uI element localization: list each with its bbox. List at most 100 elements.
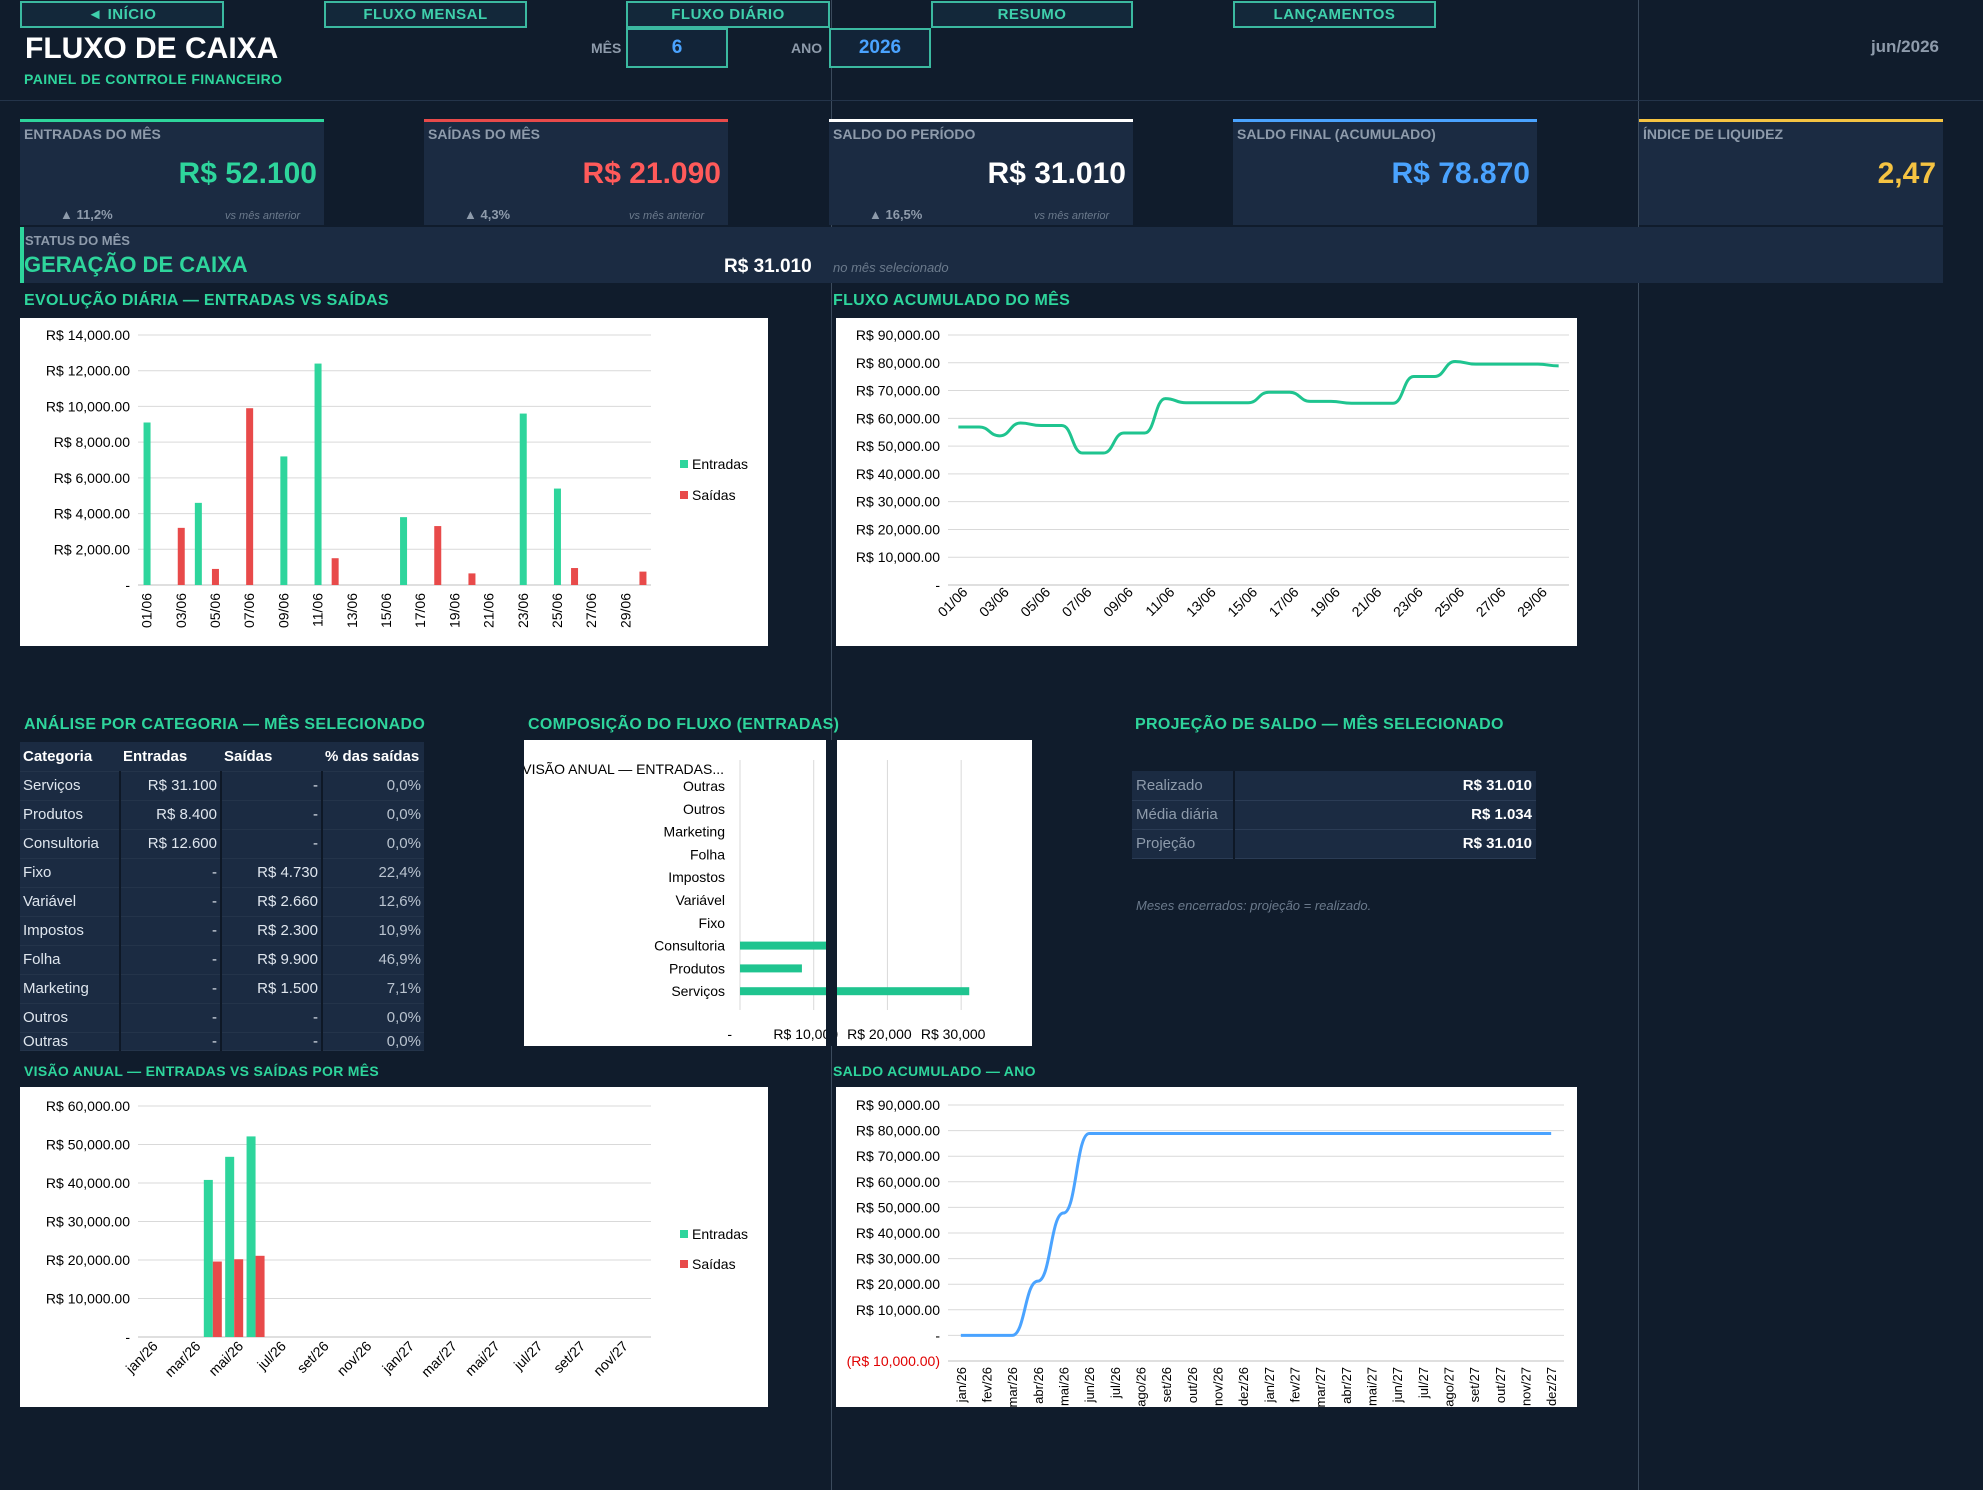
category-label: Folha xyxy=(690,846,725,862)
nav-inicio-button[interactable]: ◄ INÍCIO xyxy=(20,1,224,28)
month-input[interactable]: 6 xyxy=(626,28,728,68)
card-delta: ▲ 11,2% xyxy=(60,207,113,222)
x-tick-label: mar/26 xyxy=(161,1338,203,1380)
x-tick-label: nov/26 xyxy=(1211,1367,1226,1406)
y-tick-label: R$ 2,000.00 xyxy=(54,541,130,557)
x-tick-label: 25/06 xyxy=(549,593,565,628)
percent-cell: 0,0% xyxy=(321,1032,424,1051)
entradas-cell: - xyxy=(119,858,221,888)
y-tick-label: R$ 50,000.00 xyxy=(856,1199,940,1215)
card-label: ENTRADAS DO MÊS xyxy=(24,126,161,142)
column-header: Entradas xyxy=(120,742,221,772)
column-header: Saídas xyxy=(221,742,322,772)
y-tick-label: R$ 14,000.00 xyxy=(46,327,130,343)
kpi-card-saldo-final: SALDO FINAL (ACUMULADO) R$ 78.870 xyxy=(1233,119,1537,225)
x-tick-label: abr/27 xyxy=(1339,1367,1354,1404)
nav-lancamentos-button[interactable]: LANÇAMENTOS xyxy=(1233,1,1436,28)
kpi-card-entradas: ENTRADAS DO MÊS R$ 52.100 ▲ 11,2% vs mês… xyxy=(20,119,324,225)
x-tick-label: nov/26 xyxy=(334,1338,375,1379)
y-tick-label: R$ 60,000.00 xyxy=(46,1098,130,1114)
projection-value: R$ 31.010 xyxy=(1234,771,1536,801)
x-tick-label: 15/06 xyxy=(1224,584,1260,620)
saidas-cell: - xyxy=(220,800,322,830)
percent-cell: 7,1% xyxy=(321,974,424,1004)
y-tick-label: - xyxy=(935,1327,940,1343)
nav-fluxo-mensal-button[interactable]: FLUXO MENSAL xyxy=(324,1,527,28)
card-note: vs mês anterior xyxy=(1034,210,1110,222)
entradas-cell: - xyxy=(119,1032,221,1051)
entradas-cell: R$ 12.600 xyxy=(119,829,221,859)
table-row: Marketing - R$ 1.500 7,1% xyxy=(20,974,424,1004)
year-input[interactable]: 2026 xyxy=(829,28,931,68)
category-cell: Marketing xyxy=(20,974,120,1004)
x-tick-label: 27/06 xyxy=(1473,584,1509,620)
percent-cell: 46,9% xyxy=(321,945,424,975)
entradas-cell: R$ 8.400 xyxy=(119,800,221,830)
bar-saidas xyxy=(571,568,579,585)
saidas-cell: - xyxy=(220,1032,322,1051)
x-tick-label: set/26 xyxy=(1159,1367,1174,1402)
x-tick-label: R$ 10,000 xyxy=(773,1026,838,1042)
projection-value: R$ 31.010 xyxy=(1234,829,1536,859)
entradas-cell: R$ 31.100 xyxy=(119,771,221,801)
x-tick-label: ago/27 xyxy=(1442,1367,1457,1407)
bar-entradas xyxy=(194,502,202,585)
card-value: 2,47 xyxy=(1877,157,1936,190)
y-tick-label: R$ 8,000.00 xyxy=(54,434,130,450)
percent-cell: 0,0% xyxy=(321,1003,424,1033)
x-tick-label: 11/06 xyxy=(310,593,326,627)
x-tick-label: 03/06 xyxy=(173,593,189,628)
x-tick-label: ago/26 xyxy=(1134,1367,1149,1407)
status-accent-bar xyxy=(20,227,24,283)
y-tick-label: R$ 80,000.00 xyxy=(856,355,940,371)
nav-fluxo-diario-button[interactable]: FLUXO DIÁRIO xyxy=(626,1,830,28)
x-tick-label: dez/27 xyxy=(1544,1367,1559,1406)
x-tick-label: mai/27 xyxy=(1365,1367,1380,1406)
table-row: Média diária R$ 1.034 xyxy=(1132,800,1536,830)
card-value: R$ 52.100 xyxy=(178,157,317,190)
card-label: ÍNDICE DE LIQUIDEZ xyxy=(1643,126,1784,142)
y-tick-label: R$ 10,000.00 xyxy=(46,1291,130,1307)
y-tick-label: (R$ 10,000.00) xyxy=(847,1353,940,1369)
category-cell: Fixo xyxy=(20,858,120,888)
bar-saidas xyxy=(468,573,476,585)
annual-balance-line-chart: (R$ 10,000.00) - R$ 10,000.00 R$ 20,000.00 R… xyxy=(847,1097,1564,1407)
grid-divider xyxy=(0,100,1983,101)
bar-entradas xyxy=(280,456,288,585)
x-tick-label: 23/06 xyxy=(1390,584,1426,620)
category-label: Fixo xyxy=(699,915,726,931)
x-tick-label: 01/06 xyxy=(139,593,155,628)
x-tick-label: 09/06 xyxy=(1100,584,1136,620)
x-tick-label: mar/27 xyxy=(1313,1367,1328,1407)
category-label: Outros xyxy=(683,801,725,817)
x-tick-label: mai/26 xyxy=(1057,1367,1072,1406)
status-strip: STATUS DO MÊS GERAÇÃO DE CAIXA R$ 31.010… xyxy=(20,227,1943,283)
section-title-annual-balance: SALDO ACUMULADO — ANO xyxy=(833,1063,1036,1079)
grid-divider xyxy=(1638,0,1639,1490)
annual-bar-chart: - R$ 10,000.00 R$ 20,000.00 R$ 30,000.00 R$ … xyxy=(46,1098,748,1380)
x-tick-label: set/27 xyxy=(550,1338,588,1376)
x-tick-label: 21/06 xyxy=(1348,584,1384,620)
category-cell: Produtos xyxy=(20,800,120,830)
x-tick-label: mai/27 xyxy=(462,1338,503,1379)
composition-bar-chart: VISÃO ANUAL — ENTRADAS... - R$ 10,000 R$ 20… xyxy=(522,760,986,1042)
category-table: Categoria Entradas Saídas % das saídas S… xyxy=(20,742,424,1051)
x-tick-label: 19/06 xyxy=(446,593,462,628)
x-tick-label: jan/26 xyxy=(954,1367,969,1403)
chart-title: VISÃO ANUAL — ENTRADAS... xyxy=(524,761,724,777)
x-tick-label: 05/06 xyxy=(1017,584,1053,620)
bar-entradas xyxy=(740,987,970,996)
nav-resumo-button[interactable]: RESUMO xyxy=(931,1,1133,28)
category-cell: Outros xyxy=(20,1003,120,1033)
x-tick-label: 13/06 xyxy=(344,593,360,628)
category-label: Serviços xyxy=(671,983,725,999)
category-label: Marketing xyxy=(664,824,725,840)
category-cell: Outras xyxy=(20,1032,120,1051)
bar-entradas xyxy=(246,1136,256,1337)
y-tick-label: R$ 6,000.00 xyxy=(54,470,130,486)
projection-note: Meses encerrados: projeção = realizado. xyxy=(1136,898,1372,913)
legend-label: Entradas xyxy=(692,1226,748,1242)
table-row: Fixo - R$ 4.730 22,4% xyxy=(20,858,424,888)
x-tick-label: R$ 20,000 xyxy=(847,1026,912,1042)
card-value: R$ 21.090 xyxy=(582,157,721,190)
